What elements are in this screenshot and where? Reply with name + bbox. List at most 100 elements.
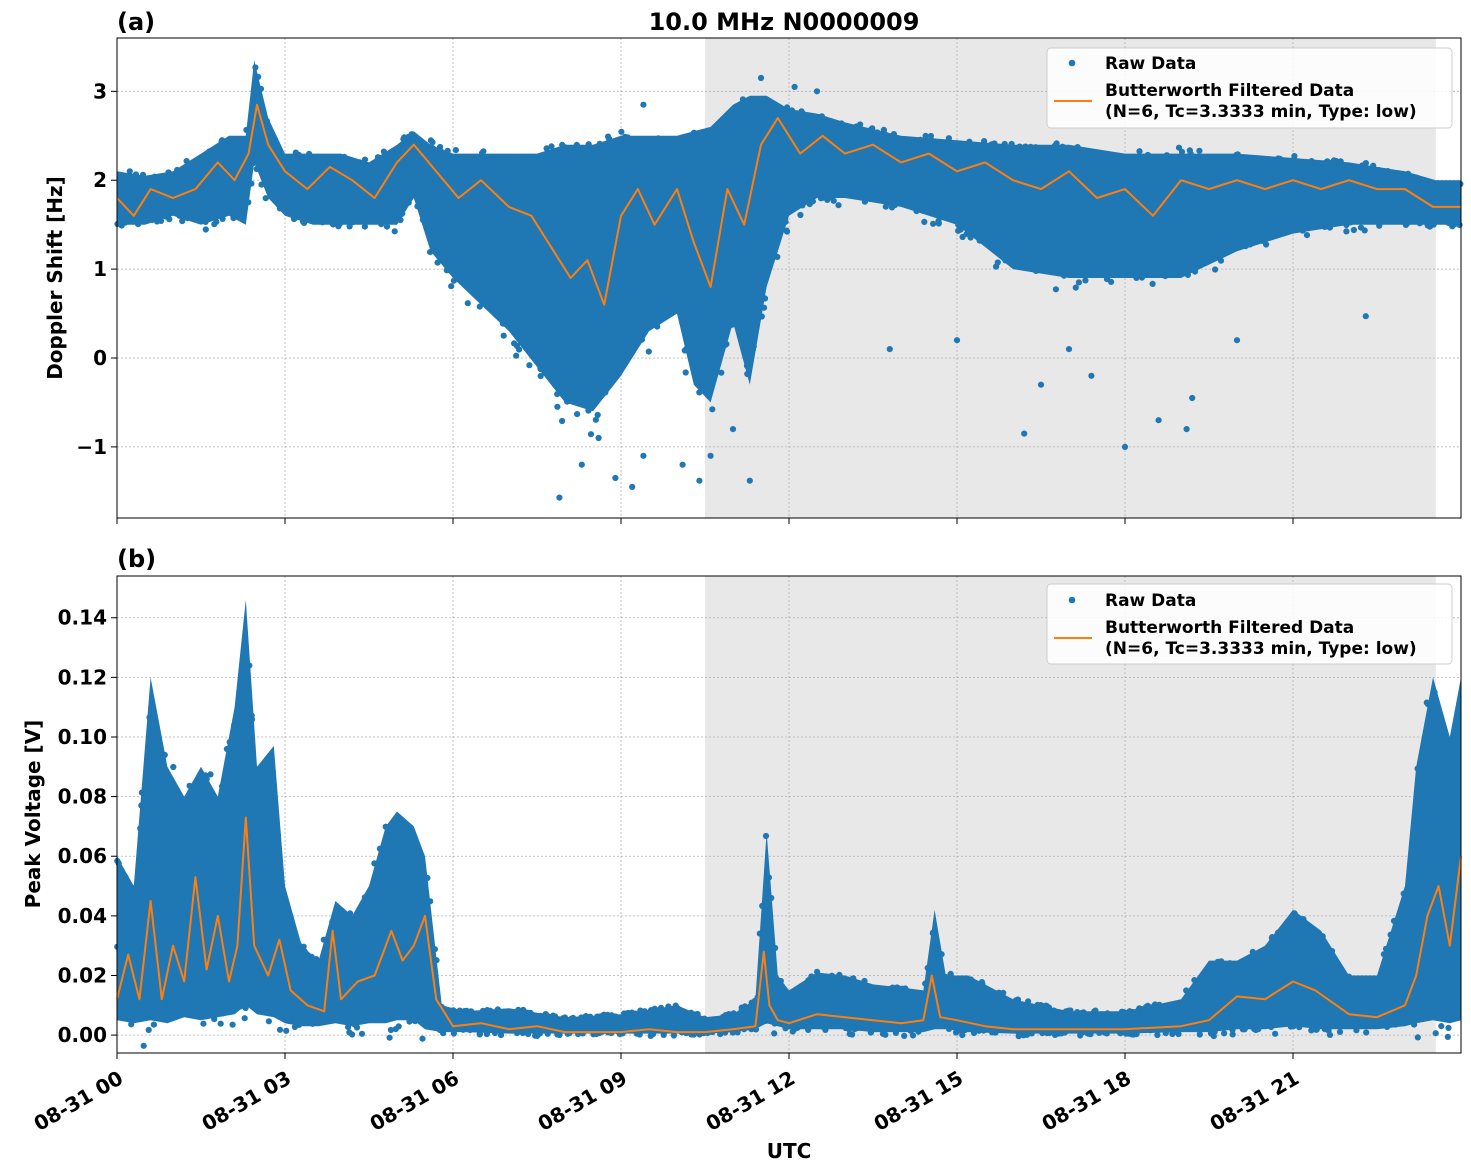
raw-data-point bbox=[172, 1000, 179, 1007]
raw-data-point bbox=[743, 362, 751, 369]
raw-data-point bbox=[1396, 937, 1403, 944]
raw-data-point bbox=[1188, 157, 1196, 164]
raw-data-point bbox=[927, 132, 935, 140]
raw-data-point bbox=[283, 208, 290, 216]
raw-data-point bbox=[391, 823, 398, 830]
raw-data-point bbox=[1241, 957, 1248, 965]
raw-data-point bbox=[1091, 176, 1098, 183]
raw-data-point bbox=[427, 898, 434, 905]
raw-data-point bbox=[1061, 1029, 1068, 1036]
raw-data-outlier bbox=[556, 494, 563, 501]
raw-data-point bbox=[483, 164, 490, 171]
raw-data-point bbox=[214, 211, 221, 219]
raw-data-point bbox=[857, 121, 864, 128]
raw-data-point bbox=[1383, 168, 1390, 175]
raw-data-point bbox=[272, 1006, 279, 1013]
raw-data-point bbox=[1050, 1007, 1057, 1014]
raw-data-point bbox=[219, 215, 226, 222]
raw-data-point bbox=[1242, 1024, 1249, 1031]
raw-data-point bbox=[429, 139, 436, 146]
raw-data-point bbox=[900, 138, 907, 145]
raw-data-point bbox=[981, 138, 988, 145]
raw-data-point bbox=[981, 235, 988, 242]
raw-data-point bbox=[890, 131, 898, 138]
raw-data-point bbox=[777, 105, 784, 112]
raw-data-point bbox=[211, 809, 218, 817]
raw-data-point bbox=[1428, 195, 1436, 202]
raw-data-point bbox=[909, 1032, 917, 1039]
raw-data-point bbox=[371, 860, 378, 867]
raw-data-point bbox=[1249, 216, 1257, 223]
raw-data-point bbox=[1402, 221, 1409, 228]
raw-data-point bbox=[1406, 177, 1413, 184]
raw-data-point bbox=[1321, 159, 1329, 167]
raw-data-point bbox=[497, 157, 504, 165]
raw-data-outlier bbox=[729, 426, 737, 433]
raw-data-point bbox=[953, 1029, 960, 1036]
raw-data-outlier bbox=[1183, 426, 1190, 433]
raw-data-point bbox=[118, 222, 125, 229]
raw-data-outlier bbox=[757, 74, 765, 82]
raw-data-point bbox=[468, 170, 475, 177]
raw-data-point bbox=[1094, 259, 1101, 266]
raw-data-point bbox=[432, 248, 439, 255]
raw-data-point bbox=[1129, 160, 1136, 167]
raw-data-point bbox=[685, 151, 692, 158]
raw-data-point bbox=[466, 1027, 474, 1034]
raw-data-point bbox=[405, 1004, 412, 1011]
raw-data-point bbox=[1030, 266, 1037, 273]
y-tick-label: 0.00 bbox=[58, 1023, 107, 1047]
raw-data-point bbox=[1166, 271, 1173, 279]
raw-data-outlier bbox=[679, 461, 686, 468]
raw-data-outlier bbox=[696, 319, 703, 326]
raw-data-point bbox=[135, 182, 143, 189]
raw-data-point bbox=[793, 110, 801, 117]
raw-data-outlier bbox=[746, 477, 753, 484]
raw-data-point bbox=[464, 300, 471, 307]
raw-data-point bbox=[1025, 998, 1032, 1005]
raw-data-point bbox=[154, 218, 161, 225]
raw-data-point bbox=[526, 362, 533, 369]
raw-data-point bbox=[205, 921, 212, 928]
legend-b-filtered-params: (N=6, Tc=3.3333 min, Type: low) bbox=[1105, 639, 1417, 659]
raw-data-point bbox=[1319, 933, 1326, 940]
raw-data-point bbox=[253, 165, 260, 173]
raw-data-point bbox=[432, 1019, 439, 1026]
raw-data-point bbox=[202, 218, 209, 225]
raw-data-point bbox=[1413, 1006, 1420, 1013]
raw-data-point bbox=[869, 125, 876, 132]
raw-data-point bbox=[882, 203, 889, 210]
raw-data-point bbox=[861, 977, 868, 985]
raw-data-point bbox=[1370, 167, 1377, 174]
raw-data-point bbox=[892, 1029, 900, 1036]
raw-data-point bbox=[434, 259, 441, 266]
raw-data-point bbox=[892, 135, 899, 142]
raw-data-point bbox=[943, 974, 950, 981]
raw-data-point bbox=[734, 1029, 741, 1036]
raw-data-point bbox=[641, 328, 649, 335]
raw-data-point bbox=[779, 115, 786, 122]
raw-data-point bbox=[874, 129, 881, 136]
raw-data-point bbox=[1290, 1023, 1297, 1030]
raw-data-point bbox=[1163, 265, 1170, 272]
raw-data-point bbox=[184, 215, 191, 222]
raw-data-point bbox=[1455, 714, 1462, 721]
raw-data-point bbox=[1162, 1030, 1169, 1037]
raw-data-point bbox=[817, 992, 825, 999]
raw-data-point bbox=[1144, 151, 1151, 159]
legend-b-raw-marker bbox=[1068, 596, 1076, 604]
raw-data-point bbox=[390, 922, 397, 929]
raw-data-point bbox=[1456, 221, 1463, 228]
raw-data-point bbox=[907, 1027, 914, 1034]
raw-data-point bbox=[151, 173, 158, 180]
raw-data-outlier bbox=[791, 83, 798, 90]
raw-data-point bbox=[1037, 1002, 1044, 1009]
raw-data-point bbox=[824, 196, 831, 203]
raw-data-point bbox=[1221, 1030, 1228, 1037]
raw-data-point bbox=[1392, 1018, 1400, 1025]
y-tick-label: 0 bbox=[93, 346, 107, 370]
raw-data-point bbox=[370, 216, 377, 223]
raw-data-outlier bbox=[595, 434, 602, 442]
raw-data-point bbox=[391, 228, 398, 235]
raw-data-point bbox=[345, 1024, 352, 1031]
